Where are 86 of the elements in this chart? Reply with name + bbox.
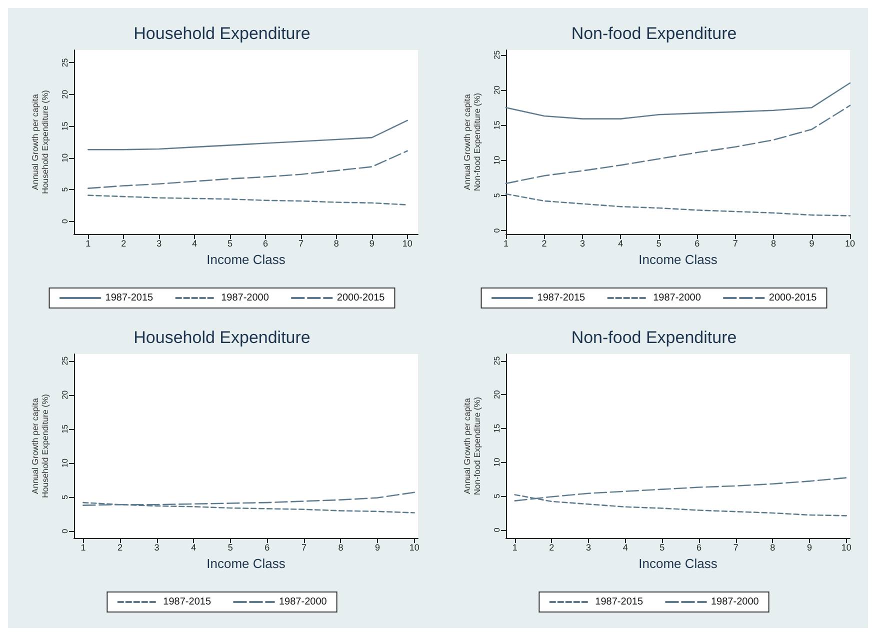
- legend-label: 2000-2015: [336, 292, 386, 304]
- legend-label: 1987-2000: [653, 292, 702, 304]
- x-tick-label: 2: [542, 238, 547, 248]
- x-tick-label: 6: [262, 238, 268, 248]
- x-tick-label: 8: [338, 542, 344, 552]
- y-tick-label: 5: [492, 192, 502, 198]
- y-tick-label: 20: [492, 390, 502, 400]
- x-tick-label: 3: [580, 238, 585, 248]
- chart-title: Non-food Expenditure: [571, 24, 737, 43]
- legend-label: 1987-2000: [711, 596, 760, 608]
- x-tick-label: 9: [369, 238, 374, 248]
- x-tick-label: 4: [618, 238, 624, 248]
- y-tick-label: 5: [60, 494, 70, 500]
- x-tick-label: 2: [121, 238, 126, 248]
- legend-label: 1987-2000: [221, 292, 270, 304]
- y-tick-label: 15: [492, 120, 502, 130]
- x-tick-label: 5: [228, 238, 233, 248]
- x-axis-title: Income Class: [206, 556, 286, 571]
- y-tick-label: 0: [492, 527, 502, 532]
- x-tick-label: 10: [841, 542, 852, 552]
- x-tick-label: 6: [264, 542, 270, 552]
- y-tick-label: 25: [492, 50, 502, 60]
- x-tick-label: 9: [375, 542, 380, 552]
- x-tick-label: 8: [771, 238, 776, 248]
- x-tick-label: 5: [228, 542, 233, 552]
- x-tick-label: 3: [586, 542, 592, 552]
- y-axis-title: Annual Growth per capita Household Expenditure (%): [30, 90, 50, 194]
- y-tick-label: 15: [492, 423, 502, 433]
- x-tick-label: 10: [402, 238, 412, 248]
- y-tick-label: 10: [60, 152, 70, 162]
- y-tick-label: 5: [60, 186, 70, 192]
- y-tick-label: 20: [60, 89, 70, 99]
- x-tick-label: 7: [301, 542, 306, 552]
- x-tick-label: 3: [156, 238, 162, 248]
- chart-title: Household Expenditure: [134, 328, 310, 347]
- x-axis-title: Income Class: [638, 252, 718, 267]
- y-tick-label: 10: [492, 457, 502, 467]
- x-tick-label: 10: [409, 542, 420, 552]
- x-axis-title: Income Class: [206, 252, 286, 267]
- y-axis-title: Annual Growth per capita Non-food Expenditure (%): [462, 396, 482, 496]
- y-tick-label: 10: [60, 458, 70, 468]
- x-tick-label: 4: [191, 542, 196, 552]
- y-tick-label: 20: [60, 390, 70, 400]
- y-tick-label: 5: [492, 493, 502, 498]
- y-axis-title: Annual Growth per capita Household Expenditure (%): [30, 394, 50, 498]
- x-tick-label: 6: [696, 542, 702, 552]
- x-tick-label: 2: [549, 542, 554, 552]
- y-tick-label: 10: [492, 155, 502, 165]
- x-tick-label: 7: [298, 238, 304, 248]
- x-tick-label: 4: [622, 542, 628, 552]
- y-tick-label: 0: [60, 218, 70, 224]
- y-tick-label: 0: [60, 528, 70, 534]
- x-tick-label: 5: [660, 542, 665, 552]
- x-tick-label: 9: [809, 238, 814, 248]
- chart-title: Household Expenditure: [134, 24, 310, 43]
- legend-label: 2000-2015: [768, 292, 818, 304]
- legend-label: 1987-2015: [595, 596, 644, 608]
- x-tick-label: 7: [732, 238, 738, 248]
- legend-label: 1987-2015: [105, 292, 154, 304]
- x-tick-label: 1: [80, 542, 86, 552]
- legend-label: 1987-2015: [163, 596, 212, 608]
- x-tick-label: 1: [512, 542, 518, 552]
- y-tick-label: 25: [60, 356, 70, 366]
- y-axis-title: Annual Growth per capita Non-food Expenditure (%): [462, 92, 482, 192]
- y-tick-label: 0: [492, 228, 502, 233]
- x-tick-label: 6: [694, 238, 700, 248]
- y-tick-label: 15: [60, 424, 70, 434]
- x-tick-label: 8: [334, 238, 339, 248]
- x-tick-label: 3: [154, 542, 160, 552]
- x-tick-label: 1: [86, 238, 91, 248]
- y-tick-label: 15: [60, 121, 70, 131]
- x-tick-label: 5: [656, 238, 662, 248]
- x-axis-title: Income Class: [638, 556, 718, 571]
- y-tick-label: 25: [492, 356, 502, 366]
- x-tick-label: 7: [733, 542, 738, 552]
- x-tick-label: 9: [806, 542, 812, 552]
- y-tick-label: 20: [492, 85, 502, 94]
- x-tick-label: 1: [503, 238, 509, 248]
- x-tick-label: 10: [844, 238, 856, 248]
- y-tick-label: 25: [60, 58, 70, 68]
- chart-title: Non-food Expenditure: [571, 328, 737, 347]
- legend-label: 1987-2000: [279, 596, 328, 608]
- legend-label: 1987-2015: [537, 292, 586, 304]
- x-tick-label: 4: [192, 238, 198, 248]
- x-tick-label: 2: [117, 542, 122, 552]
- x-tick-label: 8: [770, 542, 776, 552]
